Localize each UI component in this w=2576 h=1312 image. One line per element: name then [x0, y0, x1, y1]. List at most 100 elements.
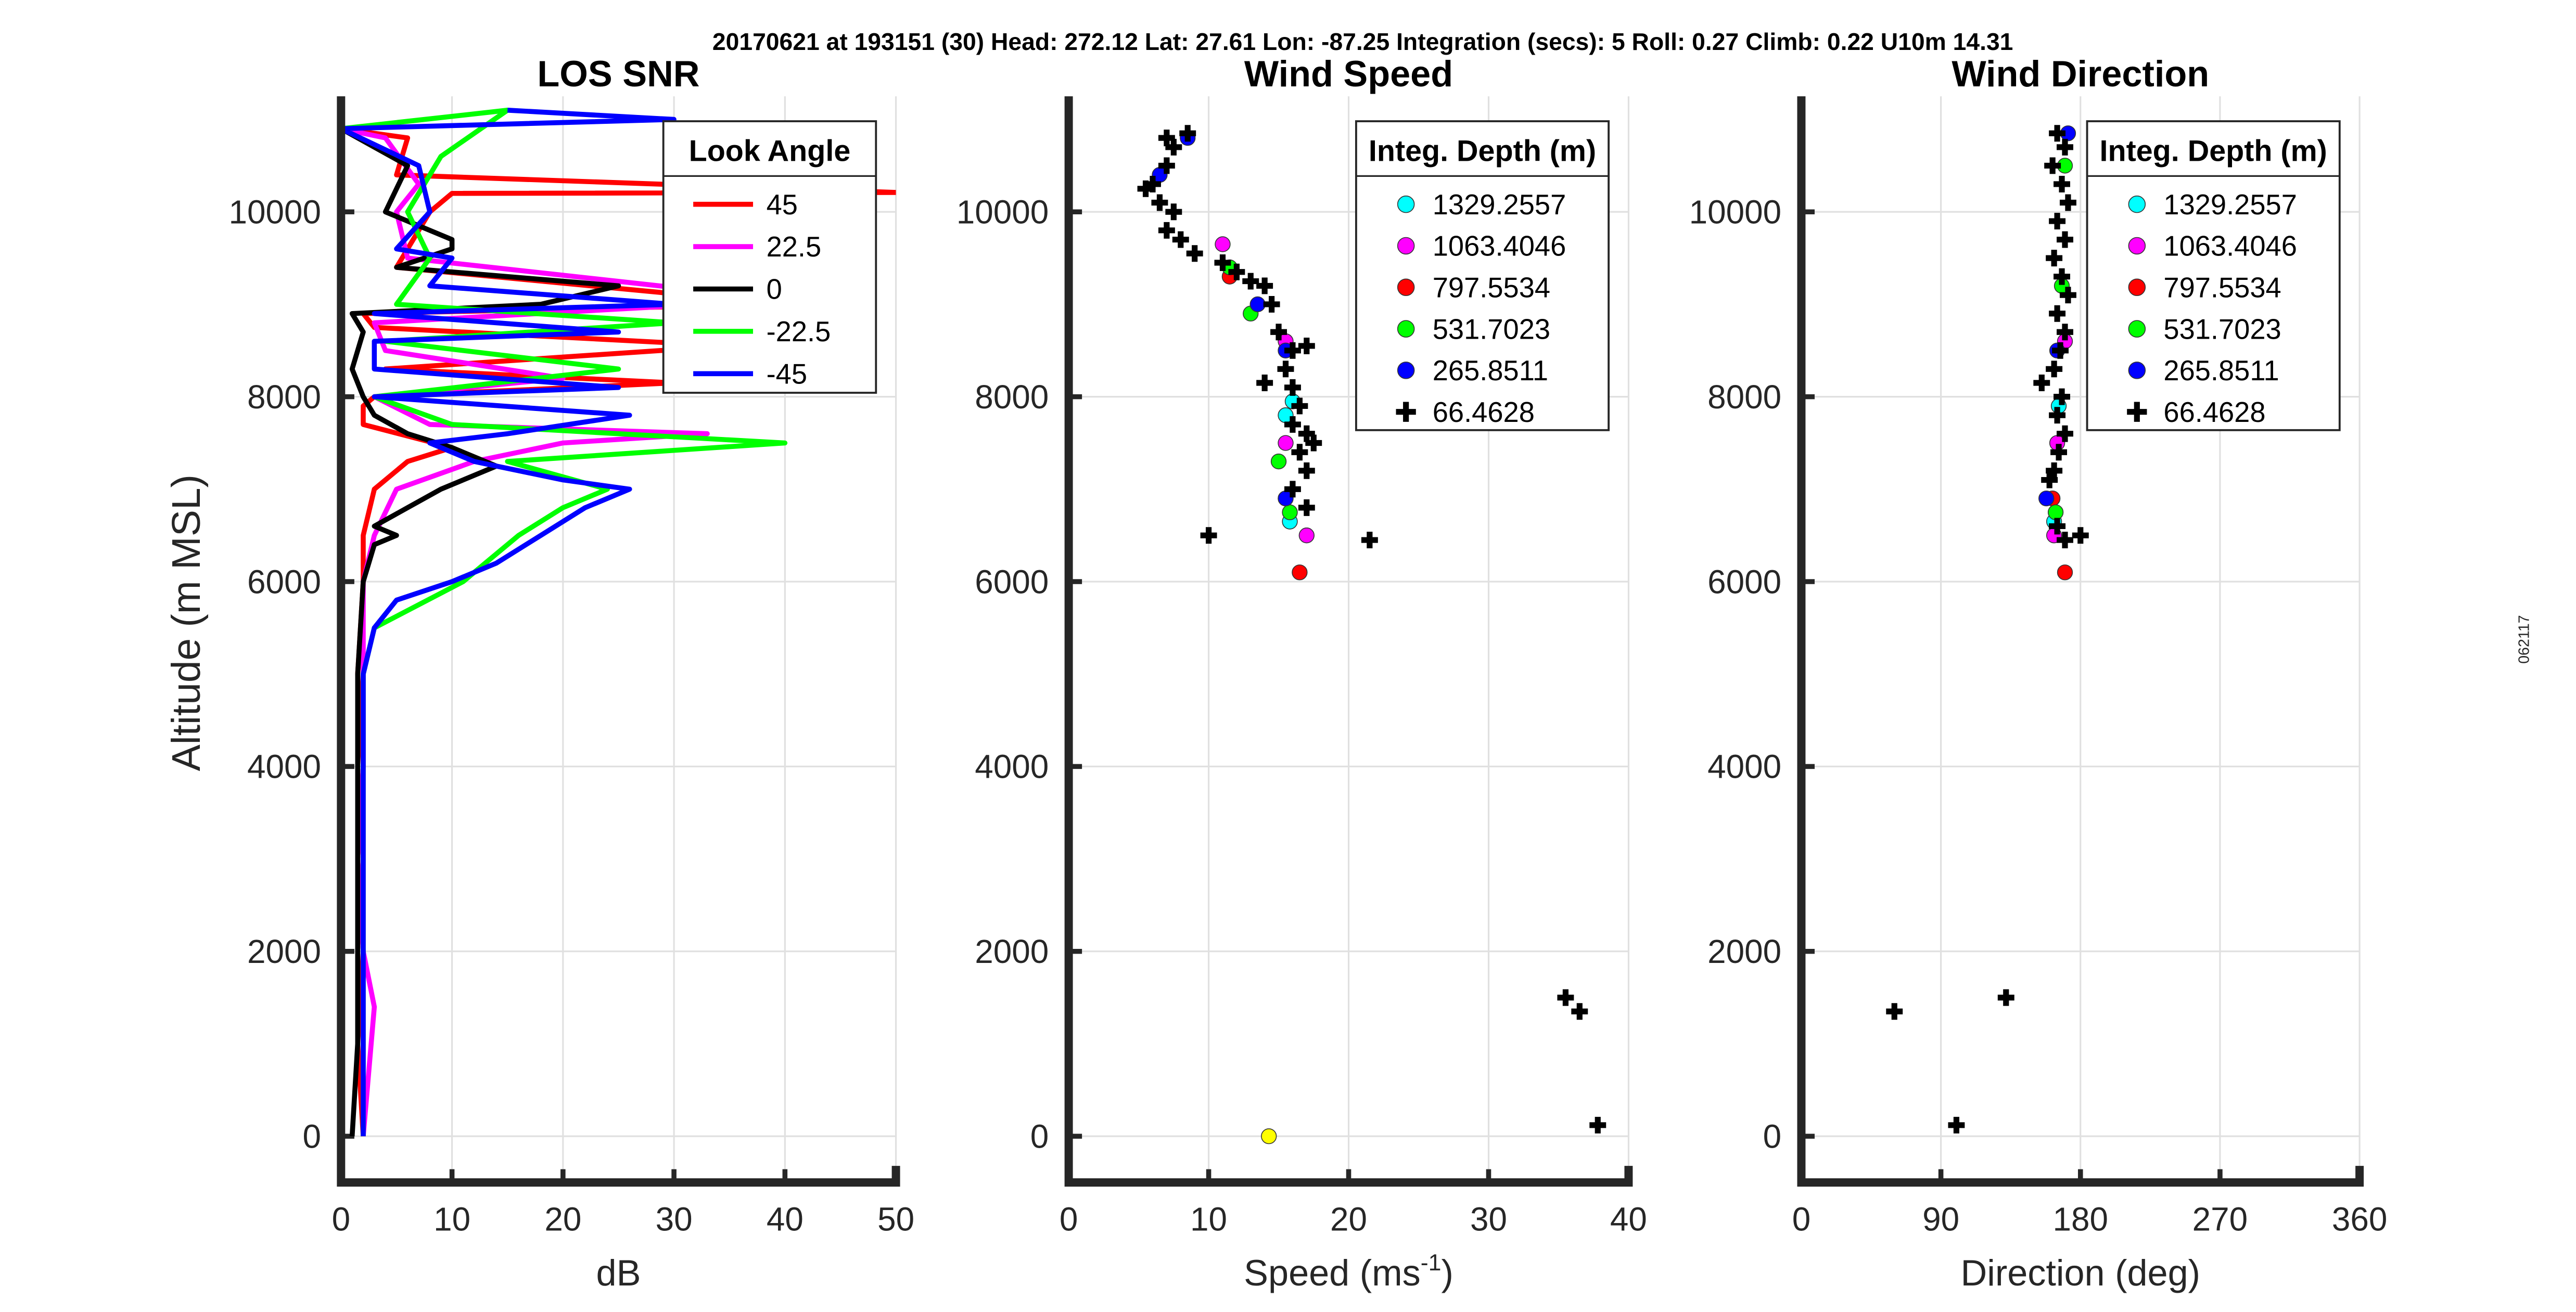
wind-speed-panel: 0 10 20 30 40 0 2000 4000 6000 8000 10000 Wind Spee… — [957, 53, 1647, 1293]
data-point-cross — [1172, 231, 1189, 248]
data-point-cross — [1165, 203, 1182, 221]
legend-entry: 1063.4046 — [1433, 230, 1566, 262]
data-point-cross — [2050, 444, 2068, 461]
series-line--45 — [341, 108, 677, 1137]
chart-title: Wind Speed — [1244, 53, 1453, 94]
data-point — [1298, 528, 1315, 544]
data-point-cross — [2049, 125, 2066, 142]
data-point-cross — [2052, 342, 2069, 359]
data-point-cross — [2046, 361, 2063, 378]
y-tick-label: 4000 — [1707, 748, 1781, 786]
legend-circle-marker — [1397, 278, 1415, 297]
data-point-cross — [1228, 263, 1245, 280]
data-point-cross — [1284, 416, 1301, 433]
data-point-cross — [1284, 379, 1301, 396]
legend-entry: 22.5 — [767, 231, 822, 263]
data-point-cross — [1158, 222, 1175, 239]
legend-entry: 797.5534 — [1433, 272, 1550, 303]
data-point-cross — [2057, 425, 2073, 442]
legend-box — [1355, 120, 1610, 431]
data-point-cross — [1242, 273, 1259, 290]
x-tick-label: 40 — [767, 1201, 804, 1238]
data-point — [2057, 564, 2073, 581]
data-point-cross — [2057, 231, 2073, 248]
data-point-cross — [1179, 125, 1196, 142]
x-tick-label: 10 — [1190, 1201, 1227, 1238]
data-layer — [341, 108, 896, 1137]
legend-box — [2086, 120, 2341, 431]
x-tick-label: 90 — [1922, 1201, 1959, 1238]
data-point-cross — [1158, 157, 1175, 174]
data-point-cross — [1557, 989, 1574, 1006]
x-tick-label: 0 — [1060, 1201, 1078, 1238]
x-tick-label: 20 — [1330, 1201, 1367, 1238]
data-point-cross — [1158, 130, 1175, 147]
legend-circle-marker — [1397, 195, 1415, 213]
y-tick-label: 2000 — [1707, 933, 1781, 970]
data-point-cross — [1284, 342, 1301, 359]
data-point-cross — [2049, 213, 2066, 229]
legend-entry: 66.4628 — [2163, 396, 2265, 428]
data-point-cross — [1948, 1116, 1965, 1134]
legend-cross-marker — [2127, 402, 2147, 422]
x-axis-label-end: ) — [1441, 1252, 1453, 1293]
data-point-cross — [1137, 180, 1154, 197]
data-point-cross — [2049, 407, 2066, 424]
data-point-cross — [1997, 989, 2014, 1006]
legend-circle-marker — [2128, 362, 2146, 379]
data-point-cross — [1284, 481, 1301, 498]
data-point-cross — [1291, 444, 1308, 461]
axes-frame — [337, 96, 900, 1187]
legend-title: Integ. Depth (m) — [2100, 135, 2327, 168]
y-tick-label: 8000 — [247, 378, 321, 416]
y-tick-label: 2000 — [247, 933, 321, 970]
data-point-cross — [2057, 532, 2073, 549]
data-point-cross — [1256, 375, 1273, 391]
x-axis-label-text: Speed (ms — [1244, 1252, 1421, 1293]
data-point — [1249, 296, 1266, 313]
x-tick-label: 180 — [2053, 1201, 2109, 1238]
data-point-cross — [1165, 138, 1182, 156]
data-point-cross — [2049, 518, 2066, 535]
side-label: 062117 — [2516, 615, 2533, 664]
x-axis-label-sup: -1 — [1421, 1250, 1442, 1276]
data-point-cross — [1298, 337, 1315, 354]
data-point-cross — [1277, 361, 1294, 378]
y-tick-label: 10000 — [1689, 194, 1782, 231]
data-point-cross — [2054, 388, 2070, 405]
y-tick-label: 0 — [1030, 1117, 1049, 1155]
x-axis-label: Speed (ms-1) — [1244, 1250, 1453, 1293]
x-axis-label: Direction (deg) — [1961, 1252, 2201, 1293]
x-tick-label: 10 — [433, 1201, 470, 1238]
x-tick-label: 40 — [1610, 1201, 1647, 1238]
data-point-cross — [1256, 277, 1273, 294]
legend-title: Integ. Depth (m) — [1369, 135, 1596, 168]
data-point-cross — [2046, 250, 2063, 267]
legend-entry: 531.7023 — [1433, 313, 1550, 345]
x-axis-label-text: Direction (deg) — [1961, 1252, 2201, 1293]
legend-entry: -45 — [767, 358, 807, 390]
y-tick-label: 0 — [1763, 1117, 1782, 1155]
legend-entry: 1063.4046 — [2163, 230, 2297, 262]
legend-circle-marker — [1397, 320, 1415, 338]
x-tick-label: 30 — [656, 1201, 693, 1238]
x-tick-label: 20 — [544, 1201, 581, 1238]
header-text: 20170621 at 193151 (30) Head: 272.12 Lat… — [712, 28, 2013, 55]
legend-circle-marker — [2128, 195, 2146, 213]
data-point — [1270, 453, 1287, 470]
data-point — [1261, 1128, 1277, 1144]
data-point-cross — [2059, 287, 2076, 304]
legend-circle-marker — [2128, 278, 2146, 297]
data-point — [2038, 490, 2055, 507]
legend-entry: 531.7023 — [2163, 313, 2281, 345]
data-point-cross — [2057, 324, 2073, 341]
x-tick-label: 30 — [1470, 1201, 1507, 1238]
data-point-cross — [1298, 499, 1315, 516]
data-point-cross — [1298, 462, 1315, 479]
legend-entry: -22.5 — [767, 316, 831, 348]
legend-entry: 1329.2557 — [1433, 189, 1566, 221]
chart-title: LOS SNR — [537, 53, 699, 94]
legend-cross-marker — [1396, 402, 1416, 422]
y-tick-label: 10000 — [229, 194, 322, 231]
